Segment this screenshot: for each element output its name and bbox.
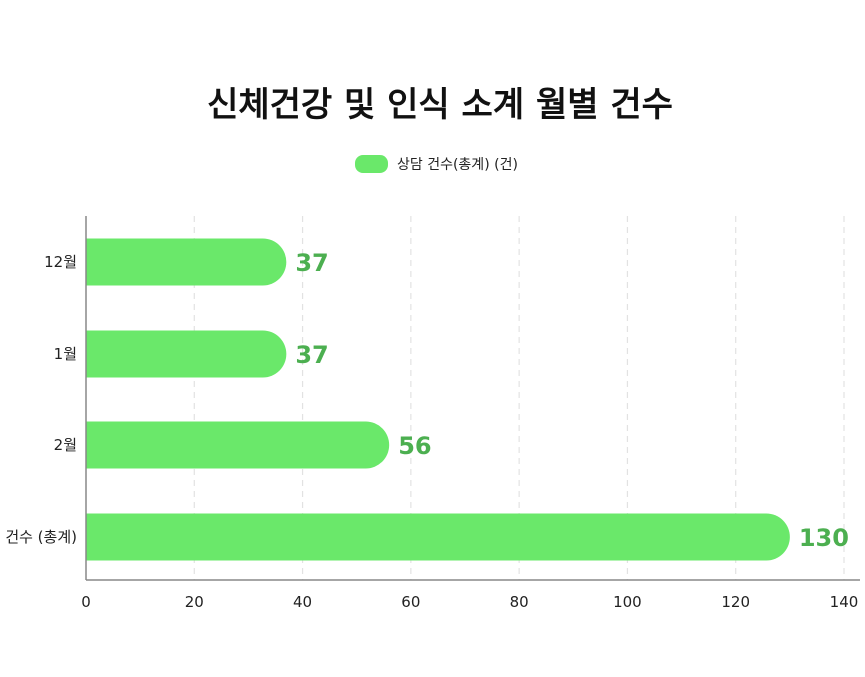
bar	[86, 421, 390, 469]
value-label: 37	[295, 249, 328, 277]
bars	[86, 238, 790, 561]
category-label: 1월	[54, 345, 77, 363]
bar	[86, 513, 790, 561]
x-tick-label: 140	[830, 593, 859, 611]
value-label: 130	[799, 524, 849, 552]
legend-swatch	[355, 155, 388, 173]
legend-label: 상담 건수(총계) (건)	[397, 157, 518, 173]
x-tick-labels: 0 20 40 60 80 100 120 140	[81, 593, 858, 611]
x-tick-label: 120	[721, 593, 750, 611]
x-tick-label: 80	[510, 593, 529, 611]
value-labels: 37 37 56 130	[295, 249, 849, 552]
value-label: 37	[295, 341, 328, 369]
category-label: 12월	[44, 253, 77, 271]
category-label: 2월	[54, 436, 77, 454]
x-tick-label: 100	[613, 593, 642, 611]
x-tick-label: 0	[81, 593, 91, 611]
bar	[86, 238, 287, 286]
bar	[86, 330, 287, 378]
grid-lines	[193, 216, 845, 580]
x-tick-label: 20	[185, 593, 204, 611]
category-label: 건수 (총계)	[5, 528, 77, 546]
legend: 상담 건수(총계) (건)	[355, 155, 518, 173]
value-label: 56	[398, 432, 431, 460]
x-tick-label: 40	[293, 593, 312, 611]
x-tick-label: 60	[401, 593, 420, 611]
chart-title: 신체건강 및 인식 소계 월별 건수	[207, 85, 673, 125]
